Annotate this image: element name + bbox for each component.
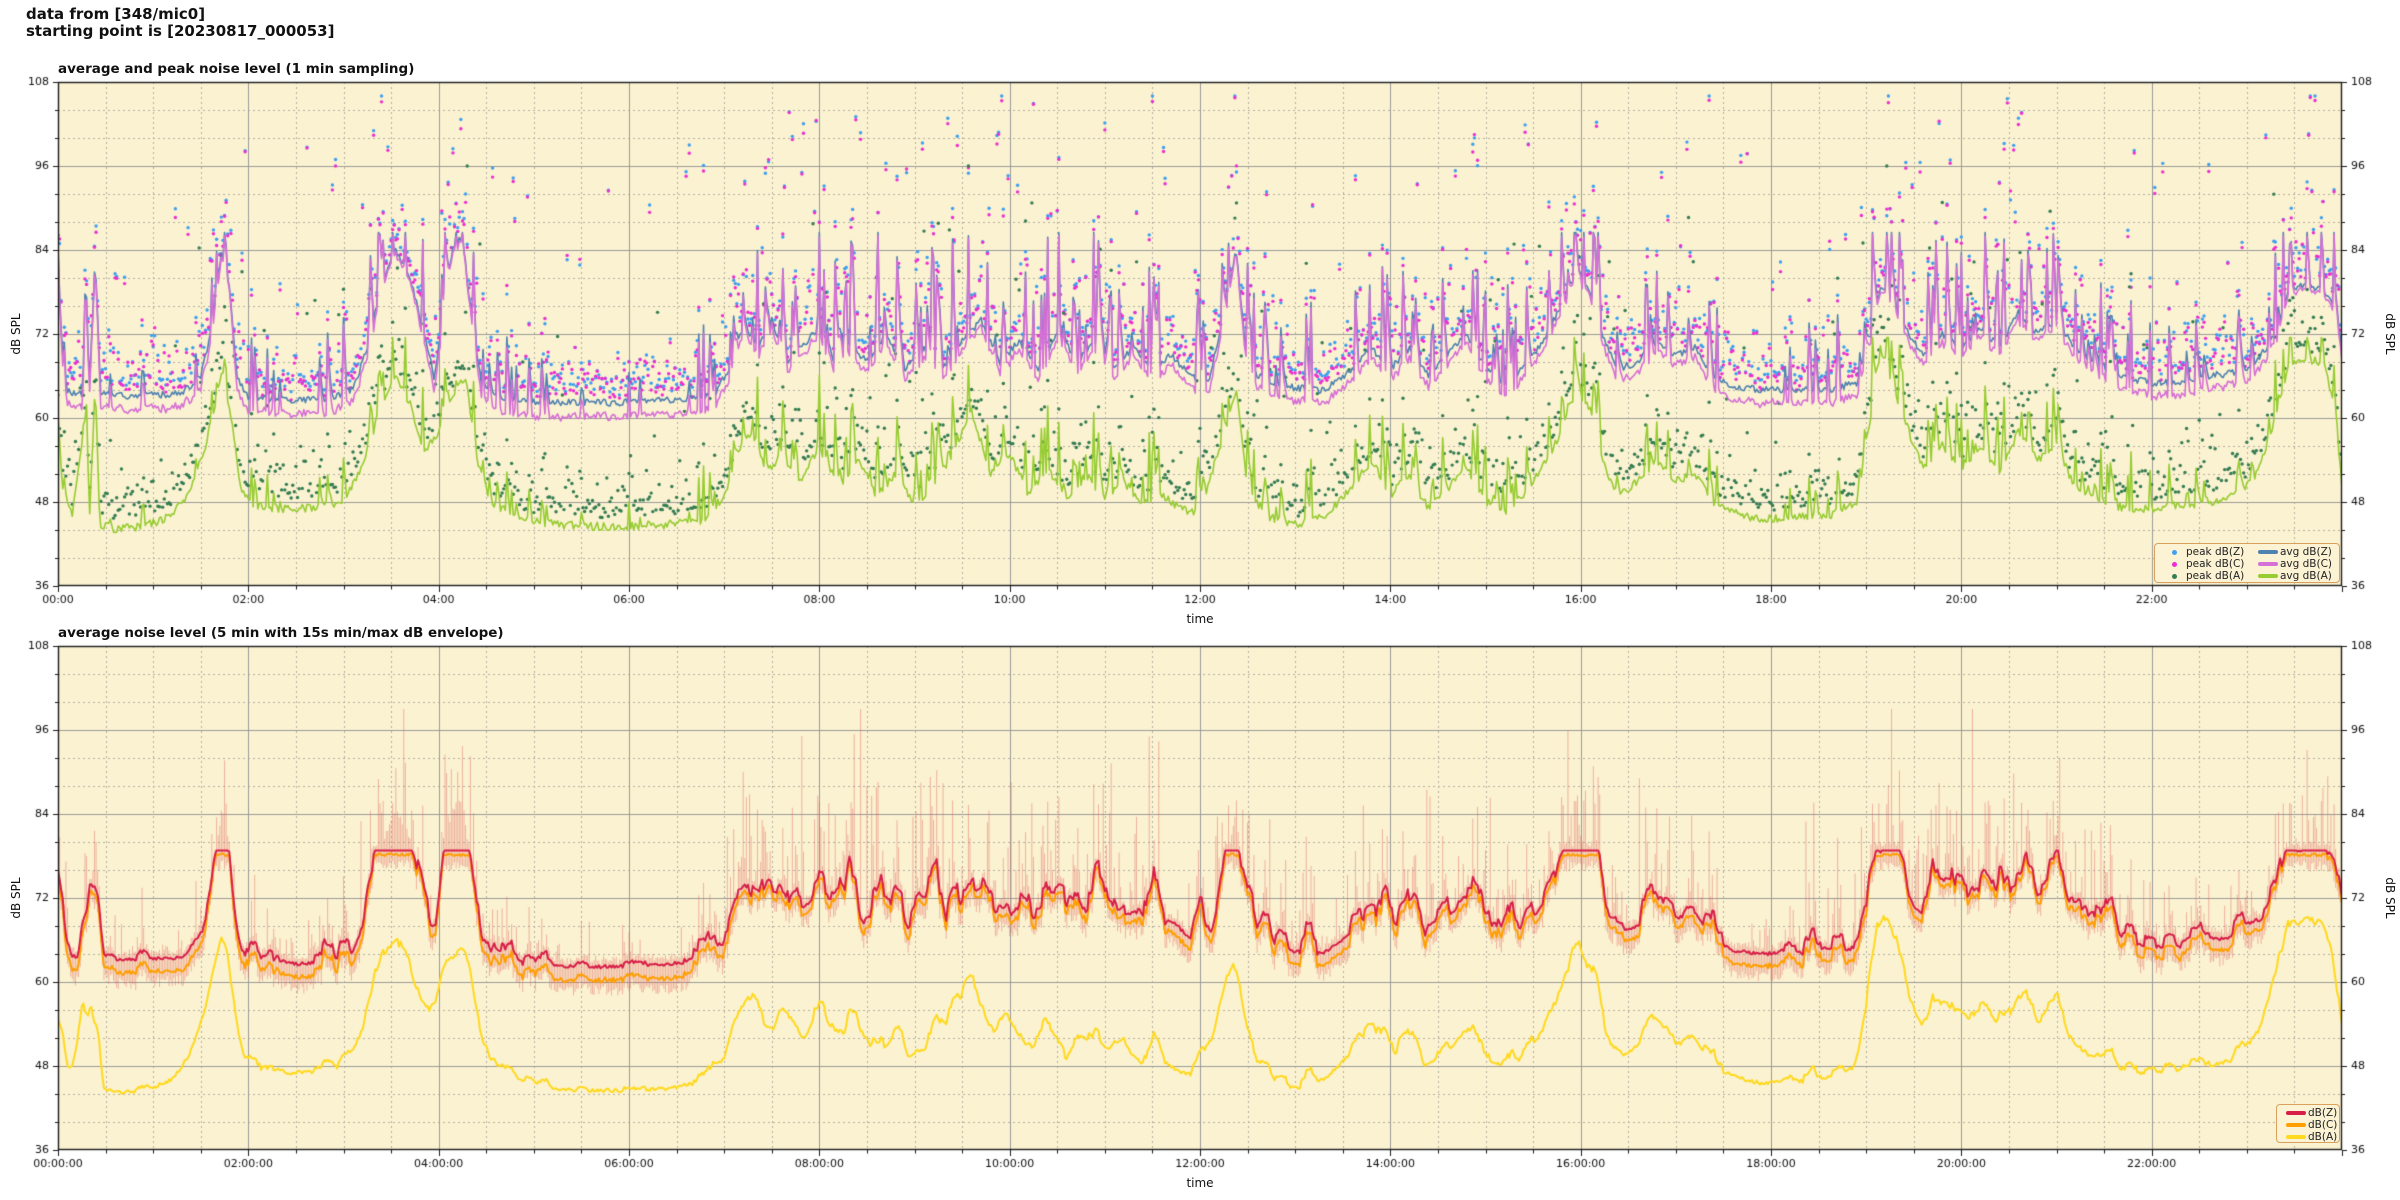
noise-level-charts-canvas <box>0 0 2400 1200</box>
figure-root: { "header": { "line1": "data from [348/m… <box>0 0 2400 1200</box>
